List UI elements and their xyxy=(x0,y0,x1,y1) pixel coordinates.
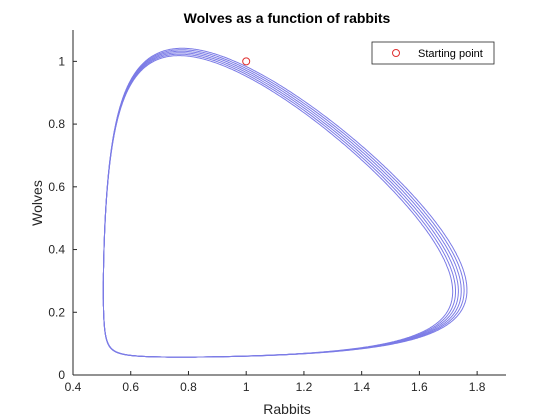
legend-box xyxy=(371,41,495,65)
chart-title: Wolves as a function of rabbits xyxy=(184,10,391,26)
plot-area xyxy=(102,47,468,358)
y-tick-label: 0 xyxy=(58,368,65,382)
y-tick-label: 0.6 xyxy=(48,180,65,194)
x-tick-label: 0.6 xyxy=(122,380,139,394)
x-tick-label: 0.8 xyxy=(180,380,197,394)
x-tick-label: 1.6 xyxy=(411,380,428,394)
legend-marker-starting-point xyxy=(392,49,400,57)
starting-point-marker xyxy=(242,57,251,66)
x-tick-label: 1 xyxy=(243,380,250,394)
y-tick-label: 0.8 xyxy=(48,117,65,131)
x-tick-label: 1.2 xyxy=(296,380,313,394)
x-axis-title: Rabbits xyxy=(263,401,310,417)
y-tick-label: 0.2 xyxy=(48,305,65,319)
axes: 0.4 0.6 0.8 1 1.2 1.4 1.6 1.8 0 0.2 0.4 0.6 0.8 1 xyxy=(48,30,506,394)
legend: Starting point xyxy=(371,41,495,65)
x-tick-label: 1.8 xyxy=(469,380,486,394)
legend-label-starting-point: Starting point xyxy=(418,48,483,60)
y-tick-label: 0.4 xyxy=(48,243,65,257)
y-tick-label: 1 xyxy=(58,54,65,68)
orbit-line-cycle xyxy=(102,47,468,358)
x-tick-label: 0.4 xyxy=(65,380,82,394)
y-axis-title: Wolves xyxy=(29,180,45,226)
x-tick-label: 1.4 xyxy=(353,380,370,394)
